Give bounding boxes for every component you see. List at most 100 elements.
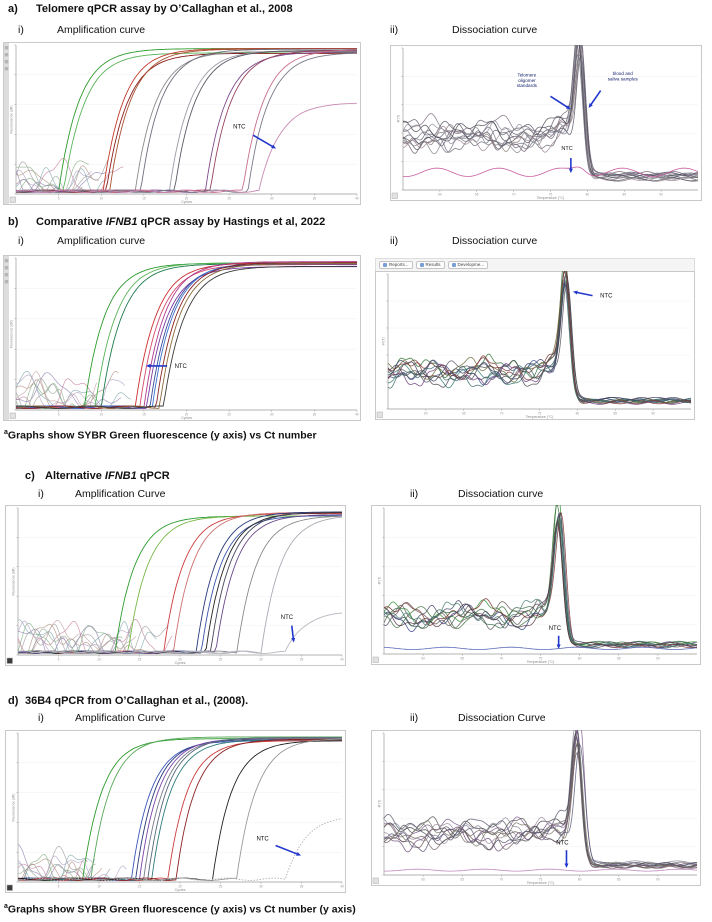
dissociation-curve xyxy=(402,45,699,182)
panel-b-sub-i-title: Amplification curve xyxy=(57,235,146,247)
x-tick-label: 90 xyxy=(659,192,663,196)
x-tick-label: 5 xyxy=(58,196,60,200)
x-tick-label: 65 xyxy=(460,656,464,660)
toolbar-reports-button[interactable]: Reports... xyxy=(379,260,413,270)
footnote-2: aGraphs show SYBR Green fluorescence (y … xyxy=(4,903,356,916)
y-axis-label: -R'(T) xyxy=(381,337,385,346)
ntc-curve xyxy=(383,646,698,650)
corner-icon[interactable] xyxy=(9,412,16,419)
sidebar-button-icon[interactable] xyxy=(4,46,9,50)
panel-d-title: 36B4 qPCR from O’Callaghan et al., (2008… xyxy=(25,695,248,707)
dissociation-chart-b-container: Reports... Results Developme... 60 65 70 75… xyxy=(375,258,695,420)
x-tick-label: 5 xyxy=(58,657,60,661)
x-tick-label: 60 xyxy=(421,877,425,881)
x-tick-label: 10 xyxy=(99,196,103,200)
corner-icon[interactable] xyxy=(376,411,383,418)
y-axis-label: -R'(T) xyxy=(396,115,400,124)
panel-a-sub-ii-title: Dissociation curve xyxy=(452,24,538,36)
toolbar-development-label: Developme... xyxy=(457,261,485,267)
x-axis-label: Cycles xyxy=(175,661,186,665)
x-tick-label: 60 xyxy=(421,656,425,660)
panel-d-sub-i-title: Amplification Curve xyxy=(75,712,166,724)
sidebar-button-icon[interactable] xyxy=(4,67,9,71)
x-tick-label: 70 xyxy=(500,411,504,415)
x-tick-label: 15 xyxy=(142,196,146,200)
corner-icon[interactable] xyxy=(6,657,13,664)
x-axis-label: Temperature (°C) xyxy=(526,415,554,419)
panel-d-label: d) xyxy=(8,695,19,707)
panel-a-title-pre: Telomere qPCR assay by O’Callaghan et al… xyxy=(36,3,293,15)
toolbar-reports-label: Reports... xyxy=(389,261,409,267)
amplification-curve xyxy=(17,513,342,654)
x-tick-label: 15 xyxy=(138,657,142,661)
annotation-arrowhead xyxy=(572,290,578,295)
x-tick-label: 25 xyxy=(219,657,223,661)
x-tick-label: 80 xyxy=(578,656,582,660)
chart-frame xyxy=(5,505,346,666)
annotation-arrow xyxy=(275,844,299,856)
amplification-chart-d: 5 10 15 20 25 30 35 40 Cycles Fluorescence (dR) NT… xyxy=(5,730,346,893)
corner-icon[interactable] xyxy=(6,884,13,891)
footnote-1-text: Graphs show SYBR Green fluorescence (y a… xyxy=(7,429,317,442)
report-icon xyxy=(383,263,387,267)
sidebar-button-icon[interactable] xyxy=(4,280,9,284)
x-tick-label: 10 xyxy=(97,657,101,661)
sidebar-button-icon[interactable] xyxy=(4,273,9,277)
panel-c-sub-i-label: i) xyxy=(38,488,44,500)
dissociation-curve xyxy=(402,45,699,181)
panel-d-title-pre: 36B4 qPCR from O’Callaghan et al., (2008… xyxy=(25,695,249,707)
ntc-curve xyxy=(15,102,358,193)
x-tick-label: 20 xyxy=(178,657,182,661)
annotation-arrow xyxy=(252,134,274,148)
panel-b-title-italic: IFNB1 xyxy=(105,216,138,228)
x-axis-label: Cycles xyxy=(181,416,192,420)
annotation-arrow xyxy=(550,95,569,109)
x-tick-label: 40 xyxy=(340,657,344,661)
baseline-noise-curve xyxy=(15,160,89,193)
dissociation-curve xyxy=(387,273,692,401)
annotation-arrowhead xyxy=(296,852,302,856)
toolbar-results-button[interactable]: Results xyxy=(415,260,445,270)
x-tick-label: 5 xyxy=(58,412,60,416)
amplification-chart-a: 5 10 15 20 25 30 35 40 Cycles Fluorescence (dR) NT… xyxy=(3,42,361,205)
x-tick-label: 30 xyxy=(259,884,263,888)
panel-a-title: Telomere qPCR assay by O’Callaghan et al… xyxy=(36,3,293,15)
sidebar-button-icon[interactable] xyxy=(4,53,9,57)
x-tick-label: 20 xyxy=(178,884,182,888)
x-tick-label: 85 xyxy=(622,192,626,196)
annotation-arrowhead xyxy=(291,637,296,643)
x-tick-label: 20 xyxy=(185,412,189,416)
sidebar-button-icon[interactable] xyxy=(4,60,9,64)
toolbar-development-button[interactable]: Developme... xyxy=(447,260,489,270)
baseline-noise-curve xyxy=(15,374,125,408)
x-tick-label: 40 xyxy=(355,412,359,416)
dissociation-curve xyxy=(402,45,699,178)
x-axis-label: Cycles xyxy=(175,888,186,892)
x-tick-label: 90 xyxy=(656,656,660,660)
x-axis-label: Cycles xyxy=(181,200,192,204)
x-tick-label: 10 xyxy=(99,412,103,416)
toolbar-results-label: Results xyxy=(425,261,441,267)
dissociation-curve xyxy=(387,271,692,404)
amplification-curve xyxy=(17,516,343,654)
amplification-chart-c: 5 10 15 20 25 30 35 40 Cycles Fluorescence (dR) NT… xyxy=(5,505,346,666)
dissociation-chart-a: 60 65 70 75 80 85 90 Temperature (°C) -R'(T) Telo… xyxy=(390,45,702,201)
corner-icon[interactable] xyxy=(372,656,379,663)
x-tick-label: 40 xyxy=(355,196,359,200)
sidebar-button-icon[interactable] xyxy=(4,259,9,263)
x-tick-label: 70 xyxy=(512,192,516,196)
corner-icon[interactable] xyxy=(391,192,398,199)
x-tick-label: 80 xyxy=(586,192,590,196)
annotation-text: NTC xyxy=(281,615,294,621)
corner-icon[interactable] xyxy=(9,196,16,203)
x-tick-label: 35 xyxy=(300,884,304,888)
baseline-noise-curve xyxy=(18,623,169,654)
panel-b-sub-ii-title: Dissociation curve xyxy=(452,235,538,247)
panel-c-sub-ii-label: ii) xyxy=(410,488,419,500)
x-tick-label: 85 xyxy=(617,877,621,881)
corner-icon[interactable] xyxy=(372,877,379,884)
sidebar-button-icon[interactable] xyxy=(4,266,9,270)
dissociation-curve xyxy=(383,732,698,868)
annotation-arrowhead xyxy=(564,863,569,869)
